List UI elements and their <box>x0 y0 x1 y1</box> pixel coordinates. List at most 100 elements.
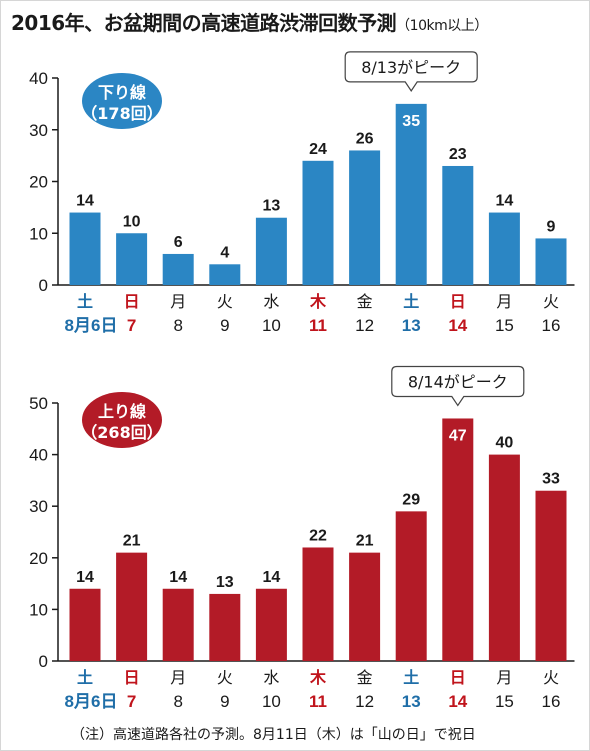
badge-total: （268回） <box>81 423 162 442</box>
x-tick-day: 11 <box>309 692 327 711</box>
bar-value-label: 21 <box>123 533 141 550</box>
x-tick-day: 13 <box>402 316 421 335</box>
x-tick-day: 8 <box>173 316 182 335</box>
y-tick-label: 30 <box>29 497 48 516</box>
x-tick-weekday: 月 <box>170 292 186 311</box>
y-tick-label: 30 <box>29 121 48 140</box>
bar-value-label: 23 <box>449 146 467 163</box>
title-sub: （10km以上） <box>396 18 488 34</box>
bar <box>255 588 287 661</box>
x-tick-weekday: 土 <box>403 292 419 311</box>
x-tick-weekday: 土 <box>403 668 419 687</box>
y-tick-label: 10 <box>29 224 48 243</box>
x-tick-weekday: 水 <box>263 292 279 311</box>
peak-callout-box <box>391 365 525 407</box>
x-tick-weekday: 金 <box>357 292 373 311</box>
chart-title: 2016年、お盆期間の高速道路渋滞回数予測（10km以上） <box>11 7 586 35</box>
bar <box>255 217 287 285</box>
bar-value-label: 14 <box>496 193 514 210</box>
x-tick-day: 15 <box>495 316 514 335</box>
x-tick-day: 10 <box>262 692 281 711</box>
bar <box>488 454 520 661</box>
badge-line-name: 下り線 <box>98 83 146 102</box>
x-tick-weekday: 月 <box>170 668 186 687</box>
x-tick-weekday: 火 <box>543 668 559 687</box>
bar <box>69 588 101 661</box>
bar <box>442 165 474 285</box>
x-tick-weekday: 日 <box>450 668 466 687</box>
bar-value-label: 9 <box>547 218 556 235</box>
x-tick-weekday: 金 <box>357 668 373 687</box>
bar <box>209 264 241 285</box>
x-tick-day: 13 <box>402 692 421 711</box>
bar-value-label: 13 <box>216 574 234 591</box>
y-tick-label: 40 <box>29 446 48 465</box>
title-main: 2016年、お盆期間の高速道路渋滞回数予測 <box>11 11 397 35</box>
bar-value-label: 29 <box>402 491 420 508</box>
peak-callout-text: 8/13がピーク <box>361 58 461 77</box>
outbound-chart: 0 10 20 30 40 14 土 8月6日 10 日 7 6 月 8 4 火 9 13 水 10 24 木 11 26 金 1… <box>29 51 575 335</box>
x-tick-day: 15 <box>495 692 514 711</box>
x-tick-weekday: 土 <box>77 668 93 687</box>
x-tick-day: 12 <box>355 316 374 335</box>
bar <box>395 511 427 661</box>
bar-value-label: 24 <box>309 141 327 158</box>
line-badge <box>82 392 162 448</box>
y-tick-label: 0 <box>39 652 48 671</box>
x-tick-weekday: 土 <box>77 292 93 311</box>
x-tick-day: 16 <box>542 316 561 335</box>
bar-value-label: 14 <box>76 193 94 210</box>
y-tick-label: 0 <box>39 276 48 295</box>
bar-value-label: 10 <box>123 213 141 230</box>
bar <box>395 103 427 285</box>
x-tick-weekday: 月 <box>496 292 512 311</box>
bar <box>535 490 567 661</box>
bar <box>162 253 194 285</box>
x-tick-day: 8月6日 <box>65 692 118 711</box>
bar <box>349 552 381 661</box>
x-tick-weekday: 日 <box>450 292 466 311</box>
peak-callout-box <box>344 51 478 92</box>
bar-value-label: 6 <box>174 234 183 251</box>
bar-value-label: 22 <box>309 527 327 544</box>
bar <box>488 212 520 285</box>
x-tick-weekday: 木 <box>309 668 327 687</box>
bar <box>349 150 381 285</box>
bar-value-label: 26 <box>356 130 374 147</box>
y-tick-label: 20 <box>29 173 48 192</box>
bar <box>162 588 194 661</box>
y-tick-label: 50 <box>29 394 48 413</box>
x-tick-weekday: 水 <box>263 668 279 687</box>
x-tick-day: 16 <box>542 692 561 711</box>
line-badge <box>82 73 162 129</box>
bar-value-label: 47 <box>449 427 467 444</box>
badge-line-name: 上り線 <box>98 402 146 421</box>
y-tick-label: 20 <box>29 549 48 568</box>
inbound-chart: 0 10 20 30 40 50 14 土 8月6日 21 日 7 14 月 8 13 火 9 14 水 10 22 木 11… <box>29 365 575 711</box>
bar-value-label: 4 <box>220 244 229 261</box>
x-tick-weekday: 火 <box>217 292 233 311</box>
x-tick-weekday: 木 <box>309 292 327 311</box>
bar-value-label: 13 <box>263 198 281 215</box>
x-tick-day: 8月6日 <box>65 316 118 335</box>
bar <box>442 418 474 661</box>
x-tick-day: 7 <box>127 316 136 335</box>
bar <box>535 238 567 285</box>
badge-total: （178回） <box>81 104 162 123</box>
bar-value-label: 40 <box>496 435 514 452</box>
footnote: （注）高速道路各社の予測。8月11日（木）は「山の日」で祝日 <box>71 727 476 743</box>
bar <box>209 593 241 661</box>
x-tick-weekday: 月 <box>496 668 512 687</box>
x-tick-weekday: 日 <box>124 292 140 311</box>
bar <box>116 552 148 661</box>
x-tick-weekday: 火 <box>217 668 233 687</box>
bar <box>302 160 334 285</box>
x-tick-day: 11 <box>309 316 327 335</box>
bar-value-label: 33 <box>542 471 560 488</box>
x-tick-day: 14 <box>448 316 467 335</box>
bar <box>302 547 334 661</box>
x-tick-day: 10 <box>262 316 281 335</box>
bar-value-label: 14 <box>263 569 281 586</box>
bar-value-label: 21 <box>356 533 374 550</box>
x-tick-weekday: 火 <box>543 292 559 311</box>
